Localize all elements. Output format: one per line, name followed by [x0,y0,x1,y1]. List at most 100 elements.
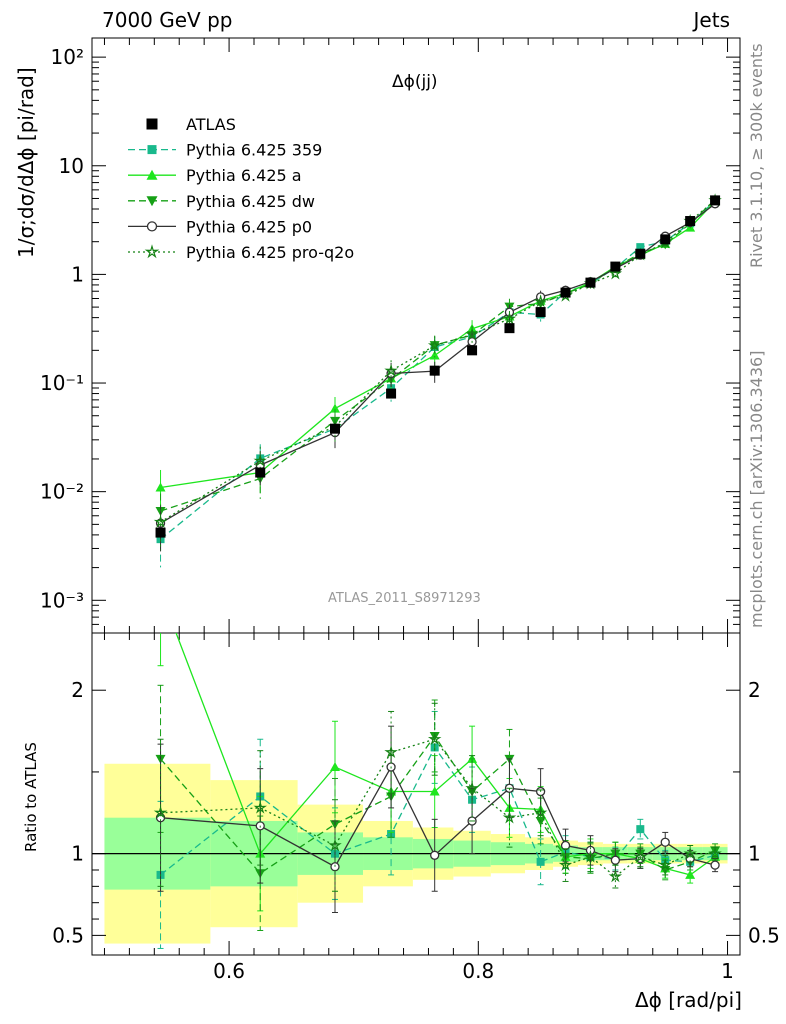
legend-label: Pythia 6.425 359 [186,141,322,160]
y-tick-label: 10 [59,154,84,178]
atlas-data-point [535,307,546,318]
atlas-data-point [560,287,571,298]
ratio-series-marker [710,846,721,856]
ratio-series-marker [384,745,398,759]
series-marker [533,294,548,308]
chart-title: Δϕ(jj) [392,72,438,92]
series-marker [330,403,340,413]
ratio-series-marker [636,825,645,834]
header-right: Jets [693,8,730,32]
atlas-data-point [710,195,721,206]
series-marker [384,363,398,377]
atlas-data-point [610,261,621,272]
legend-label: Pythia 6.425 dw [186,192,315,211]
ratio-series-marker [633,849,648,863]
series-marker [155,482,166,492]
ratio-series-marker [710,860,720,870]
ratio-panel-frame: 0.6 0.8 1 0.5 0.5 1 1 2 2 [52,632,780,983]
ratio-series-marker [708,846,722,860]
ratio-series-marker [610,855,621,865]
atlas-data-point [429,365,440,376]
series-marker [153,514,168,528]
atlas-data-point [685,216,696,227]
ratio-series-marker [558,858,573,871]
ratio-series-marker [658,858,672,871]
y-tick-label: 10⁻³ [40,588,84,612]
ratio-series-marker [533,805,548,819]
legend-marker-atlas [146,118,158,130]
atlas-data-point [155,527,166,538]
atlas-data-point [330,423,340,434]
legend-label: Pythia 6.425 a [186,166,302,185]
ratio-series-marker [429,786,440,796]
ratio-series-marker [330,862,340,872]
ratio-series-marker [328,838,342,852]
atlas-data-point [585,277,596,288]
y-tick-label: 10⁻² [40,480,84,504]
y-tick-label: 10² [51,45,84,69]
legend: ATLAS Pythia 6.425 359 Pythia 6.425 a Pythi… [128,115,354,262]
ratio-series-marker [536,857,545,866]
x-axis-label: Δϕ [rad/pi] [634,988,742,1012]
ratio-series-marker [156,587,166,596]
x-tick-label: 1 [721,959,734,983]
ratio-series-marker [583,849,598,863]
series-marker [429,350,440,360]
ratio-series-marker [153,805,168,819]
ratio-panel-border [91,632,741,956]
ratio-y-tick-label: 1 [748,842,761,866]
ratio-series-marker [683,846,697,860]
y-tick-label: 10⁻¹ [40,371,84,395]
main-panel-curves [153,193,722,568]
x-tick-label: 0.6 [213,959,245,983]
ratio-series-marker [429,731,440,741]
atlas-data-point [504,323,515,334]
legend-marker [146,196,158,207]
ratio-series-marker [502,810,517,824]
atlas-data-point [386,388,397,399]
ratio-series-marker [685,869,696,879]
series-line [160,199,716,523]
rivet-version-text: Rivet 3.1.10, ≥ 300k events [747,43,766,268]
series-marker [427,338,442,352]
series-marker [429,341,440,351]
ratio-series-marker [608,869,623,883]
x-tick-label: 0.8 [462,959,494,983]
series-marker [502,311,517,325]
ratio-y-tick-label: 0.5 [52,923,84,947]
legend-label: Pythia 6.425 p0 [186,217,312,236]
series-marker [253,453,267,467]
legend-marker [146,169,158,180]
analysis-watermark: ATLAS_2011_S8971293 [328,591,481,606]
legend-marker [147,145,157,155]
ratio-series-marker [330,762,340,772]
ratio-series-marker [427,732,442,745]
ratio-series-marker [430,850,440,860]
atlas-data-point [255,467,266,478]
y-axis-label: 1/σ;dσ/dΔϕ [pi/rad] [14,67,38,258]
header-left: 7000 GeV pp [102,8,233,32]
ratio-y-tick-label: 2 [748,678,761,702]
legend-marker [146,221,158,232]
atlas-data-point [660,234,671,245]
series-marker [608,266,623,280]
mcplots-source-text: mcplots.cern.ch [arXiv:1306.3436] [747,350,766,628]
ratio-y-axis-label: Ratio to ATLAS [22,742,40,852]
atlas-data-point [635,248,646,259]
ratio-y-tick-label: 0.5 [748,923,780,947]
ratio-y-tick-label: 1 [71,842,84,866]
ratio-y-tick-label: 2 [71,678,84,702]
atlas-data-point [467,345,478,356]
y-tick-label: 1 [71,262,84,286]
ratio-series-marker [253,800,267,814]
legend-label-atlas: ATLAS [186,115,236,134]
ratio-series-marker [660,837,670,847]
series-marker [465,327,479,341]
ratio-series-marker [465,781,479,795]
legend-label: Pythia 6.425 pro-q2o [186,243,354,262]
ratio-panel-curves [153,587,722,949]
main-panel-ticks: 10⁻³ 10⁻² 10⁻¹ 1 10 10² [40,38,740,634]
legend-marker [144,244,160,259]
series-marker [636,243,645,252]
